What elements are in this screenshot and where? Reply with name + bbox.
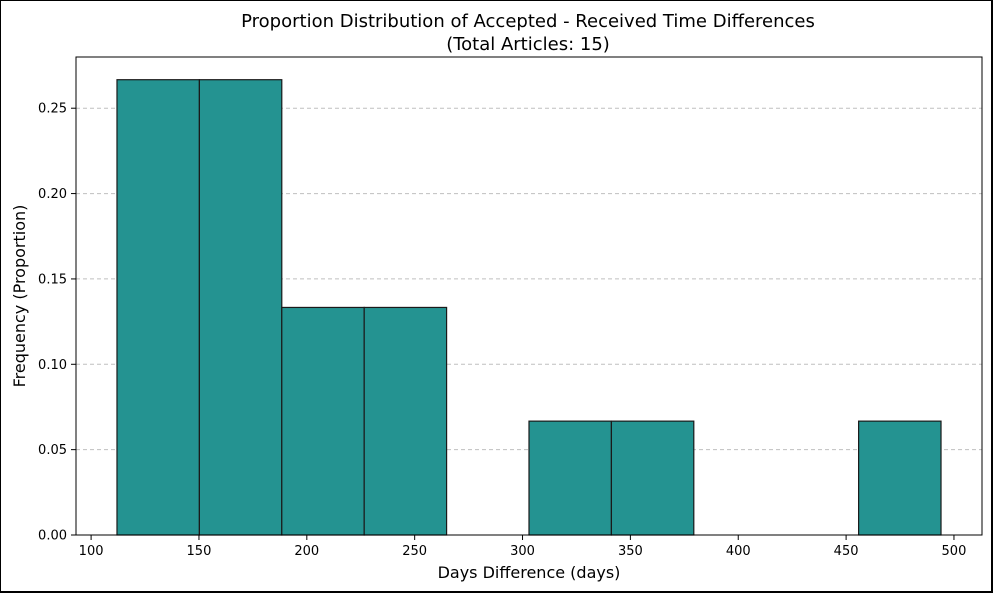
plot-area-frame: [75, 56, 983, 536]
chart-title-line1: Proportion Distribution of Accepted - Re…: [241, 11, 815, 32]
x-tick-label-1: 150: [187, 544, 212, 559]
y-tick-label-1: 0.05: [38, 443, 67, 458]
histogram-bar-9: [858, 420, 942, 536]
x-tick-label-6: 400: [726, 544, 751, 559]
x-tick-label-8: 500: [942, 544, 967, 559]
y-tick-label-5: 0.25: [38, 102, 67, 117]
x-tick-label-4: 300: [510, 544, 535, 559]
y-axis: 0.00 0.05 0.10 0.15 0.20 0.25: [38, 102, 76, 544]
histogram-bar-6: [610, 420, 695, 536]
x-tick-label-3: 250: [402, 544, 427, 559]
y-tick-label-2: 0.10: [38, 358, 67, 373]
histogram-bar-0: [116, 79, 200, 536]
x-tick-label-5: 350: [618, 544, 643, 559]
histogram-bar-1: [198, 79, 283, 536]
y-tick-label-0: 0.00: [38, 529, 67, 544]
y-tick-label-4: 0.20: [38, 187, 67, 202]
histogram-bar-2: [281, 306, 365, 536]
y-tick-label-3: 0.15: [38, 272, 67, 287]
x-axis-label: Days Difference (days): [438, 563, 621, 582]
chart-title-line2: (Total Articles: 15): [446, 34, 610, 55]
histogram-bar-3: [363, 306, 448, 536]
x-tick-label-7: 450: [834, 544, 859, 559]
histogram-bar-5: [528, 420, 613, 536]
bars-group: [116, 79, 942, 536]
x-tick-label-0: 100: [79, 544, 104, 559]
x-tick-label-2: 200: [294, 544, 319, 559]
x-axis: 100 150 200 250 300 350 400 450 500: [79, 535, 967, 559]
y-axis-label: Frequency (Proportion): [10, 205, 29, 388]
